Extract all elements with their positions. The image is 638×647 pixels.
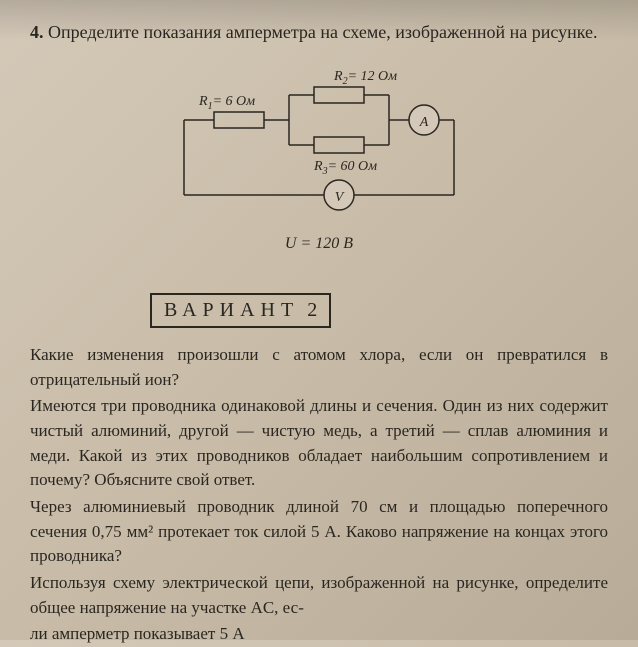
- voltmeter-label: V: [335, 190, 345, 205]
- r3-label: R3= 60 Ом: [313, 159, 377, 177]
- r1-label: R1= 6 Ом: [198, 94, 255, 112]
- r2-label: R2= 12 Ом: [333, 69, 397, 87]
- question-1: Какие изменения произошли с атомом хлора…: [30, 343, 608, 392]
- circuit-svg: R2= 12 Ом R1= 6 Ом: [179, 65, 459, 225]
- r3-resistor: [314, 137, 364, 153]
- r1-resistor: [214, 112, 264, 128]
- ammeter-label: A: [419, 115, 429, 130]
- r2-resistor: [314, 87, 364, 103]
- question-4-part1: Используя схему электрической цепи, изоб…: [30, 571, 608, 620]
- question-2: Имеются три проводника одинаковой длины …: [30, 394, 608, 493]
- question-list: Какие изменения произошли с атомом хлора…: [30, 343, 608, 647]
- variant-label: ВАРИАНТ: [164, 299, 299, 321]
- variant-header: ВАРИАНТ 2: [150, 293, 331, 328]
- question-3: Через алюминиевый проводник длиной 70 см…: [30, 495, 608, 569]
- circuit-diagram: R2= 12 Ом R1= 6 Ом: [179, 65, 459, 253]
- variant-number: 2: [307, 299, 317, 321]
- voltage-label: U = 120 В: [179, 235, 459, 253]
- question-4-part2: ли амперметр показывает 5 А: [30, 622, 608, 647]
